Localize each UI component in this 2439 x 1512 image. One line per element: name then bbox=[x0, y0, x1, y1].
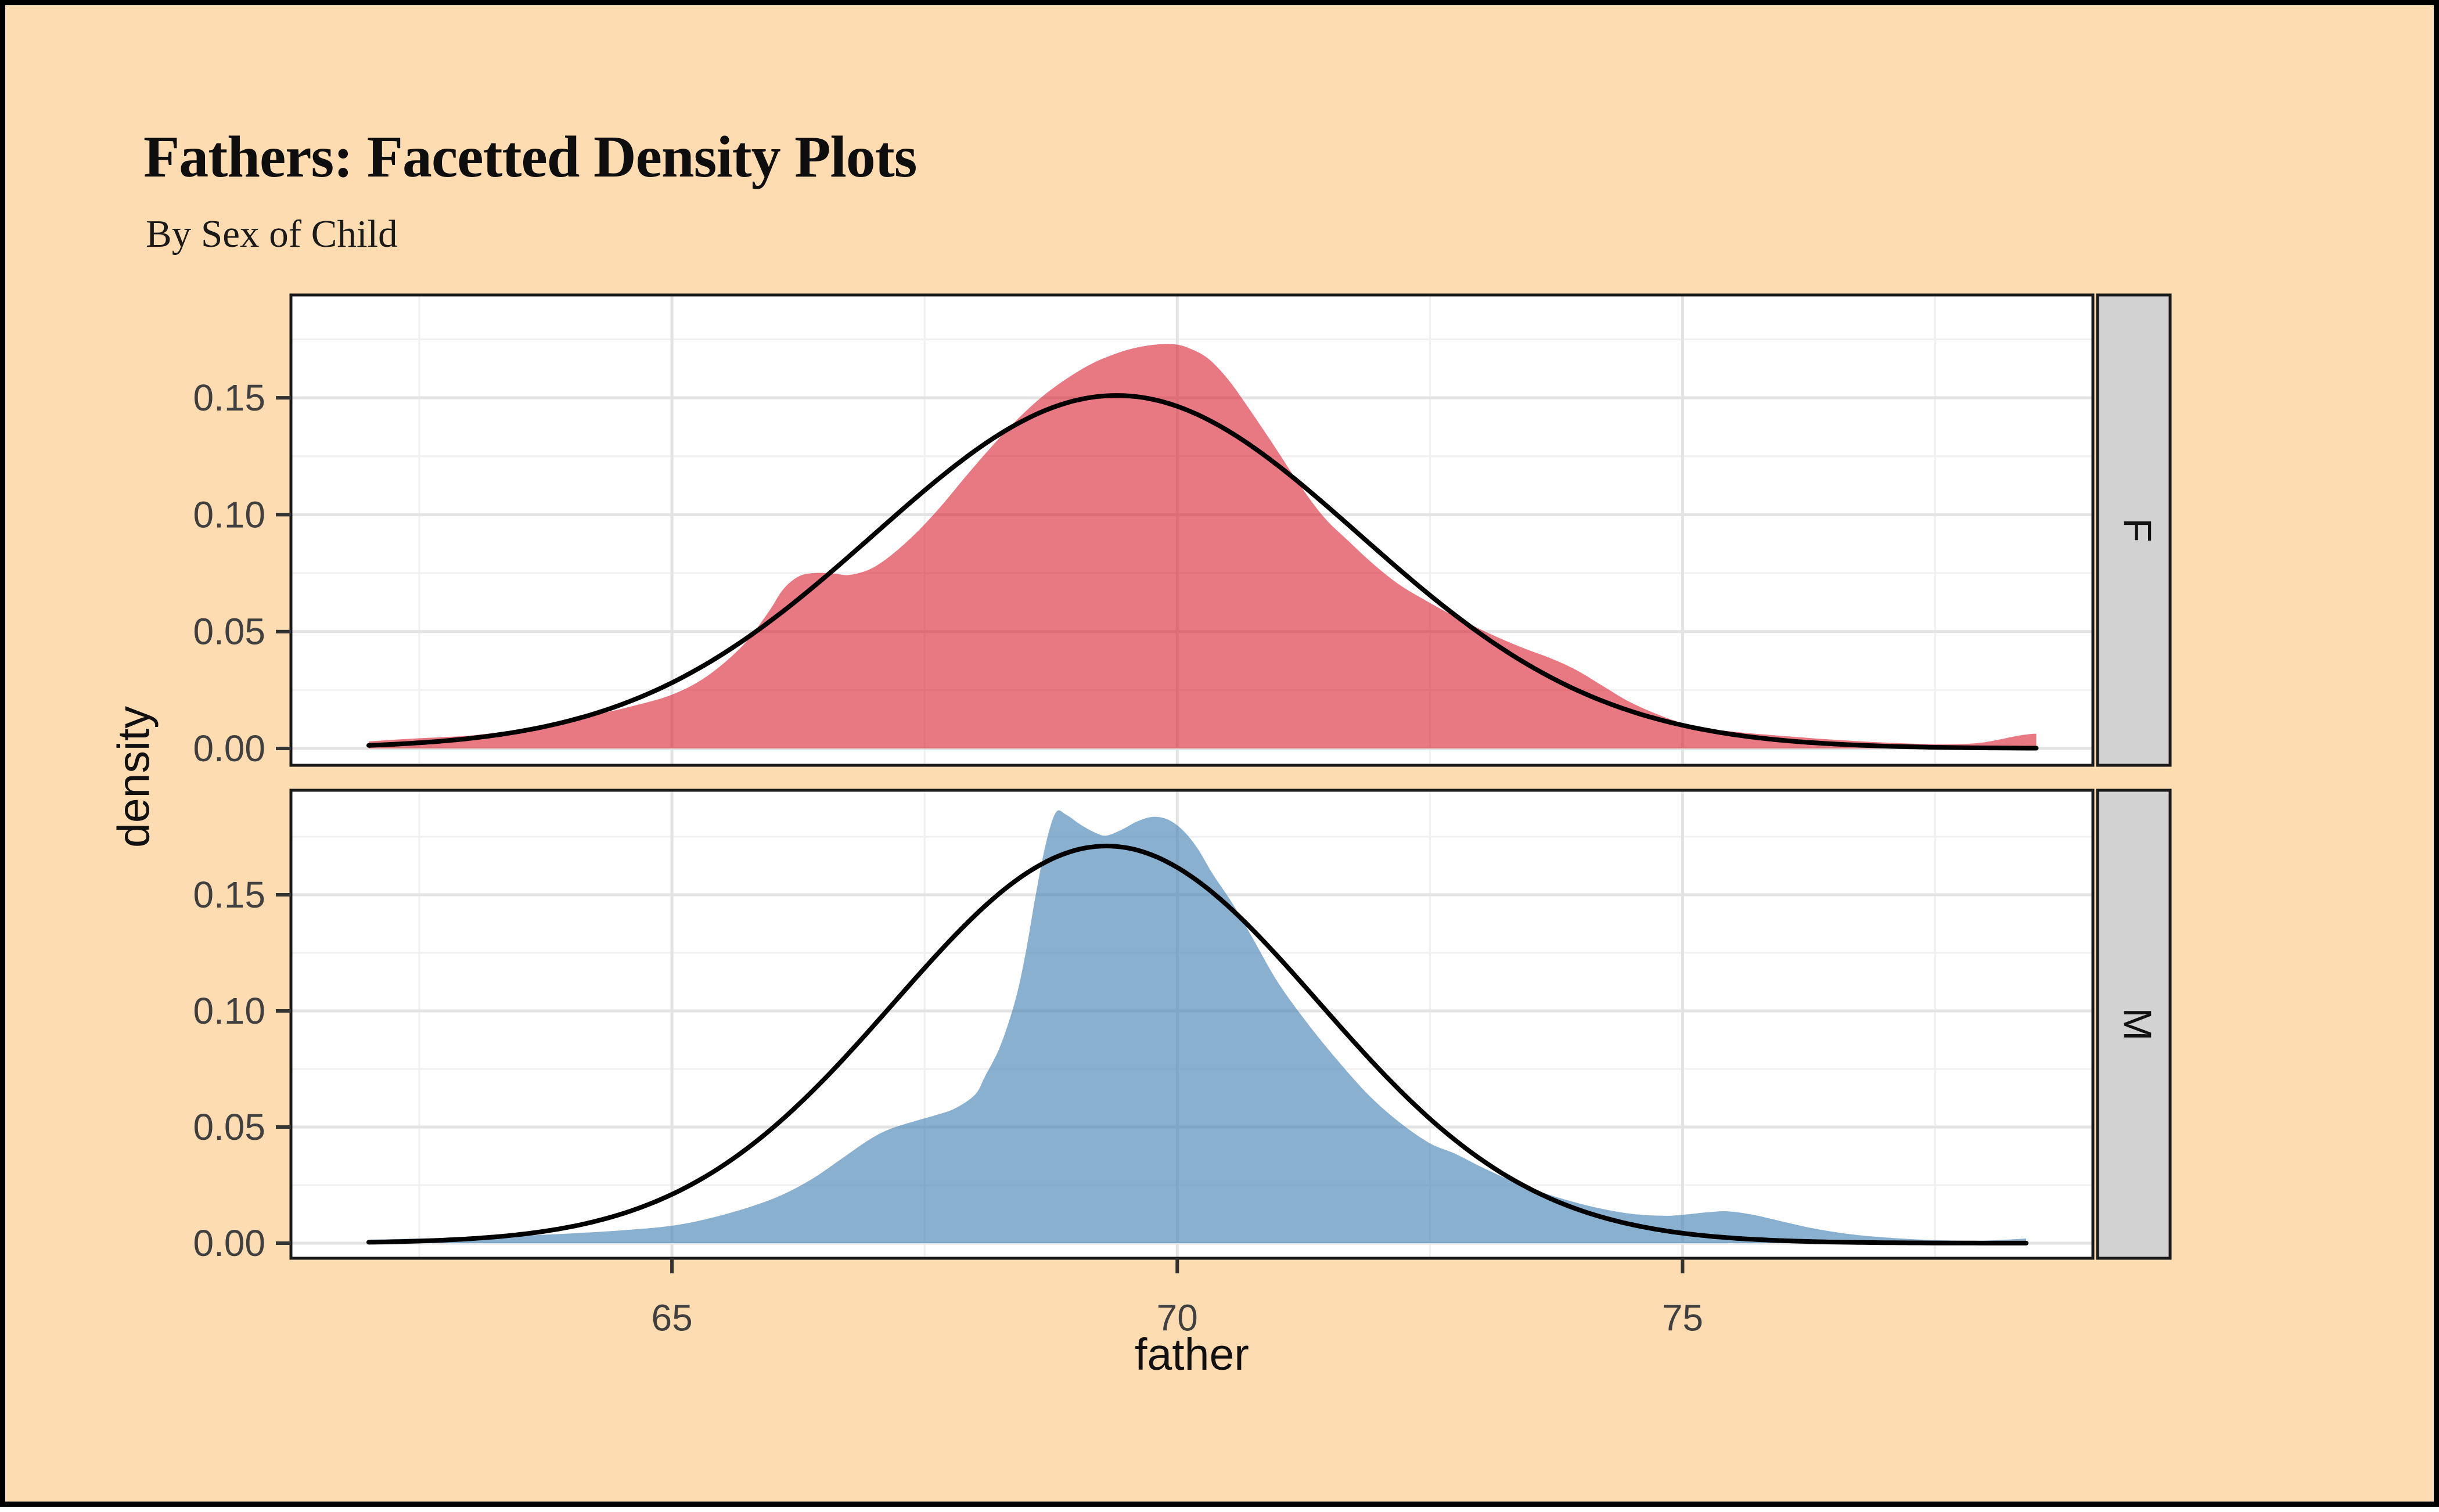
x-tick-label: 75 bbox=[1662, 1297, 1703, 1338]
facet-strip-M bbox=[2096, 789, 2172, 1260]
panel-F bbox=[289, 293, 2095, 767]
normal-curve-M bbox=[366, 843, 2029, 1245]
x-axis-title: father bbox=[1135, 1330, 1249, 1380]
y-tick-label: 0.05 bbox=[193, 611, 265, 653]
chart-title: Fathers: Facetted Density Plots bbox=[143, 124, 917, 190]
chart-subtitle: By Sex of Child bbox=[146, 213, 398, 255]
panel-border bbox=[289, 789, 2095, 1260]
x-tick-label: 70 bbox=[1157, 1297, 1198, 1338]
y-tick-label: 0.10 bbox=[193, 494, 265, 535]
y-axis-title-text: density bbox=[109, 706, 159, 848]
y-tick-label: 0.15 bbox=[193, 377, 265, 419]
density-area-F bbox=[369, 344, 2037, 748]
y-tick-label: 0.05 bbox=[193, 1106, 265, 1148]
facet-strip-F bbox=[2096, 293, 2172, 767]
panel-M bbox=[289, 789, 2095, 1260]
x-tick-label: 65 bbox=[652, 1297, 693, 1338]
panel-border bbox=[289, 293, 2095, 767]
y-tick-label: 0.15 bbox=[193, 874, 265, 916]
facet-strip-label-M: M bbox=[2116, 1008, 2160, 1041]
y-tick-label: 0.10 bbox=[193, 990, 265, 1032]
faceted-density-chart: 0.00 0.05 0.10 0.15 F 0.00 0.05 0.10 0.15 M 65 70 75 bbox=[193, 293, 2172, 1338]
normal-curve-F bbox=[366, 393, 2039, 751]
density-area-M bbox=[369, 810, 2027, 1243]
facet-strip-label-F: F bbox=[2116, 518, 2160, 542]
y-tick-label: 0.00 bbox=[193, 728, 265, 769]
y-tick-label: 0.00 bbox=[193, 1222, 265, 1264]
